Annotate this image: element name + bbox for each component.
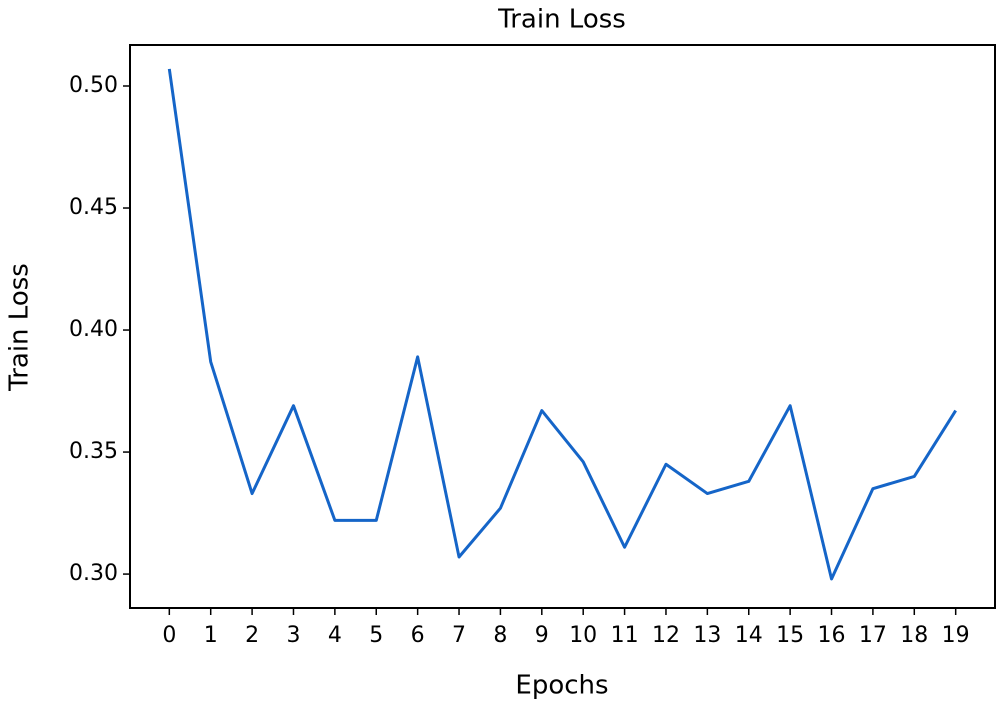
y-axis-label: Train Loss [5,263,35,392]
x-tick-label: 3 [286,623,300,648]
x-tick-label: 16 [818,623,846,648]
x-tick-label: 11 [611,623,639,648]
y-tick-label: 0.35 [69,439,118,464]
line-series [167,68,957,581]
y-tick-label: 0.45 [69,195,118,220]
y-tick-label: 0.50 [69,73,118,98]
y-tick-label: 0.30 [69,561,118,586]
x-tick-label: 13 [693,623,721,648]
plot-frame [129,44,996,609]
x-tick-label: 14 [735,623,763,648]
x-tick-label: 8 [493,623,507,648]
x-tick-label: 7 [452,623,466,648]
chart-title: Train Loss [497,5,626,35]
x-axis-label: Epochs [515,671,608,701]
x-tick-label: 2 [245,623,259,648]
x-tick-label: 6 [411,623,425,648]
x-tick-label: 18 [900,623,928,648]
x-tick-label: 4 [328,623,342,648]
x-tick-label: 0 [162,623,176,648]
x-tick-label: 15 [776,623,804,648]
x-tick-label: 19 [942,623,970,648]
x-tick-label: 1 [204,623,218,648]
x-tick-label: 5 [369,623,383,648]
x-tick-label: 9 [535,623,549,648]
x-tick-label: 17 [859,623,887,648]
x-tick-label: 12 [652,623,680,648]
y-tick-label: 0.40 [69,317,118,342]
x-tick-label: 10 [569,623,597,648]
